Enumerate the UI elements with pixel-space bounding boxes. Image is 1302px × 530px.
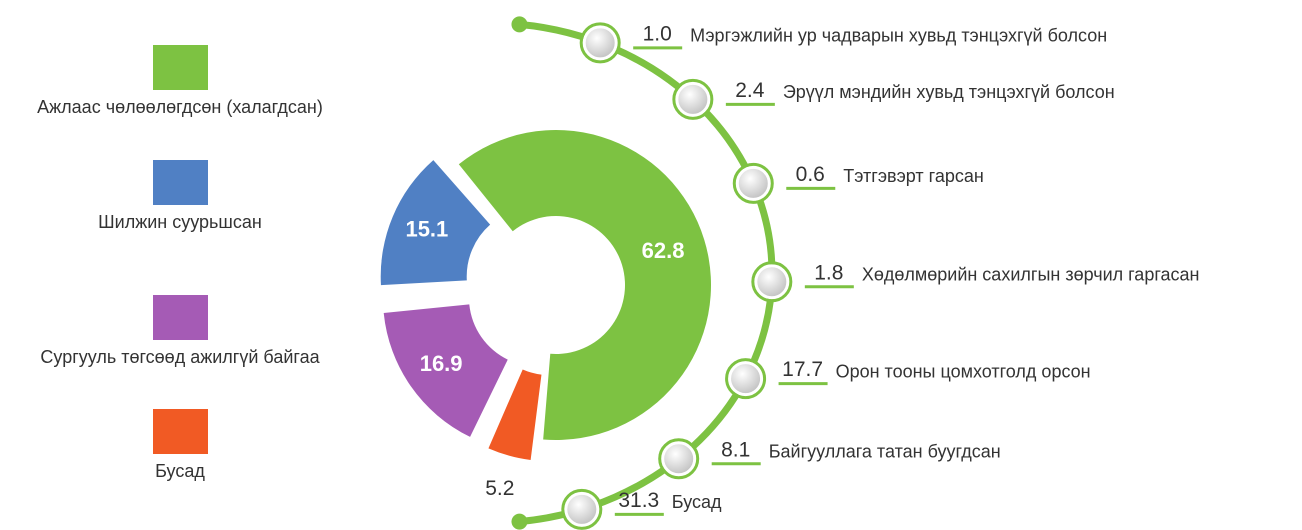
node-ring (561, 488, 603, 530)
node (728, 361, 764, 397)
value-label: 17.7 (782, 358, 823, 381)
legend-label: Бусад (155, 461, 205, 481)
item-label: Тэтгэвэрт гарсан (843, 166, 984, 186)
legend-swatch (153, 160, 208, 205)
value-label: 2.4 (735, 79, 765, 102)
donut-segment (380, 160, 491, 286)
item-label: Мэргэжлийн ур чадварын хувьд тэнцэхгүй б… (690, 26, 1107, 46)
data-label: 16.9 (420, 351, 463, 376)
donut-segment (383, 304, 508, 437)
arc-end (511, 16, 528, 33)
donut-segment (458, 129, 711, 440)
node (661, 441, 697, 477)
donut-segment (488, 369, 542, 460)
node (735, 165, 771, 201)
node (564, 491, 600, 527)
value-label: 0.6 (796, 163, 825, 186)
node-ring (751, 261, 793, 303)
node-ring (732, 162, 774, 204)
node (582, 25, 618, 61)
node (754, 264, 790, 300)
data-label: 5.2 (485, 477, 514, 500)
data-label: 62.8 (642, 238, 685, 263)
item-label: Бусад (672, 492, 722, 512)
arc-end (511, 513, 528, 530)
item-label: Байгууллага татан буугдсан (769, 442, 1001, 462)
item-label: Хөдөлмөрийн сахилгын зөрчил гаргасан (862, 264, 1200, 284)
legend-swatch (153, 295, 208, 340)
value-label: 1.0 (643, 22, 672, 45)
legend-swatch (153, 409, 208, 454)
legend-swatch (153, 45, 208, 90)
value-label: 31.3 (618, 489, 659, 512)
data-label: 15.1 (405, 217, 448, 242)
value-label: 8.1 (721, 438, 750, 461)
item-label: Эрүүл мэндийн хувьд тэнцэхгүй болсон (783, 82, 1115, 102)
item-label: Орон тооны цомхотголд орсон (836, 361, 1091, 381)
node-ring (725, 358, 767, 400)
node (675, 81, 711, 117)
node-ring (672, 78, 714, 120)
value-label: 1.8 (814, 261, 843, 284)
node-ring (579, 22, 621, 64)
legend-label: Ажлаас чөлөөлөгдсөн (халагдсан) (37, 97, 323, 117)
legend-label: Шилжин суурьшсан (98, 212, 262, 232)
node-ring (658, 438, 700, 480)
legend-label: Сургууль төгсөөд ажилгүй байгаа (40, 347, 320, 367)
